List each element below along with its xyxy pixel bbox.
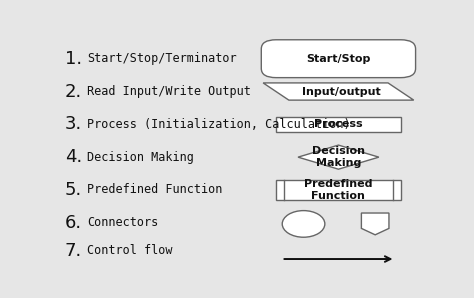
Text: Decision
Making: Decision Making <box>312 146 365 168</box>
Text: Input/output: Input/output <box>302 86 381 97</box>
Text: Process (Initialization, Calculation): Process (Initialization, Calculation) <box>87 118 350 131</box>
Bar <box>276 117 401 132</box>
Bar <box>276 180 401 200</box>
Text: 6.: 6. <box>65 214 82 232</box>
Text: Start/Stop: Start/Stop <box>306 54 371 64</box>
Circle shape <box>282 211 325 237</box>
Text: 1.: 1. <box>65 50 82 68</box>
Polygon shape <box>361 213 389 235</box>
Text: 7.: 7. <box>65 242 82 260</box>
Text: Decision Making: Decision Making <box>87 151 194 164</box>
Text: Start/Stop/Terminator: Start/Stop/Terminator <box>87 52 237 65</box>
Text: 2.: 2. <box>65 83 82 100</box>
Text: Control flow: Control flow <box>87 244 173 257</box>
Text: 4.: 4. <box>65 148 82 166</box>
Text: Predefined Function: Predefined Function <box>87 184 222 196</box>
Text: 5.: 5. <box>65 181 82 199</box>
Text: Connectors: Connectors <box>87 216 158 229</box>
Text: 3.: 3. <box>65 115 82 133</box>
FancyBboxPatch shape <box>261 40 416 78</box>
Text: Predefined
Function: Predefined Function <box>304 179 373 201</box>
Text: Process: Process <box>314 119 363 129</box>
Text: Read Input/Write Output: Read Input/Write Output <box>87 85 251 98</box>
Polygon shape <box>298 145 379 169</box>
Polygon shape <box>263 83 414 100</box>
